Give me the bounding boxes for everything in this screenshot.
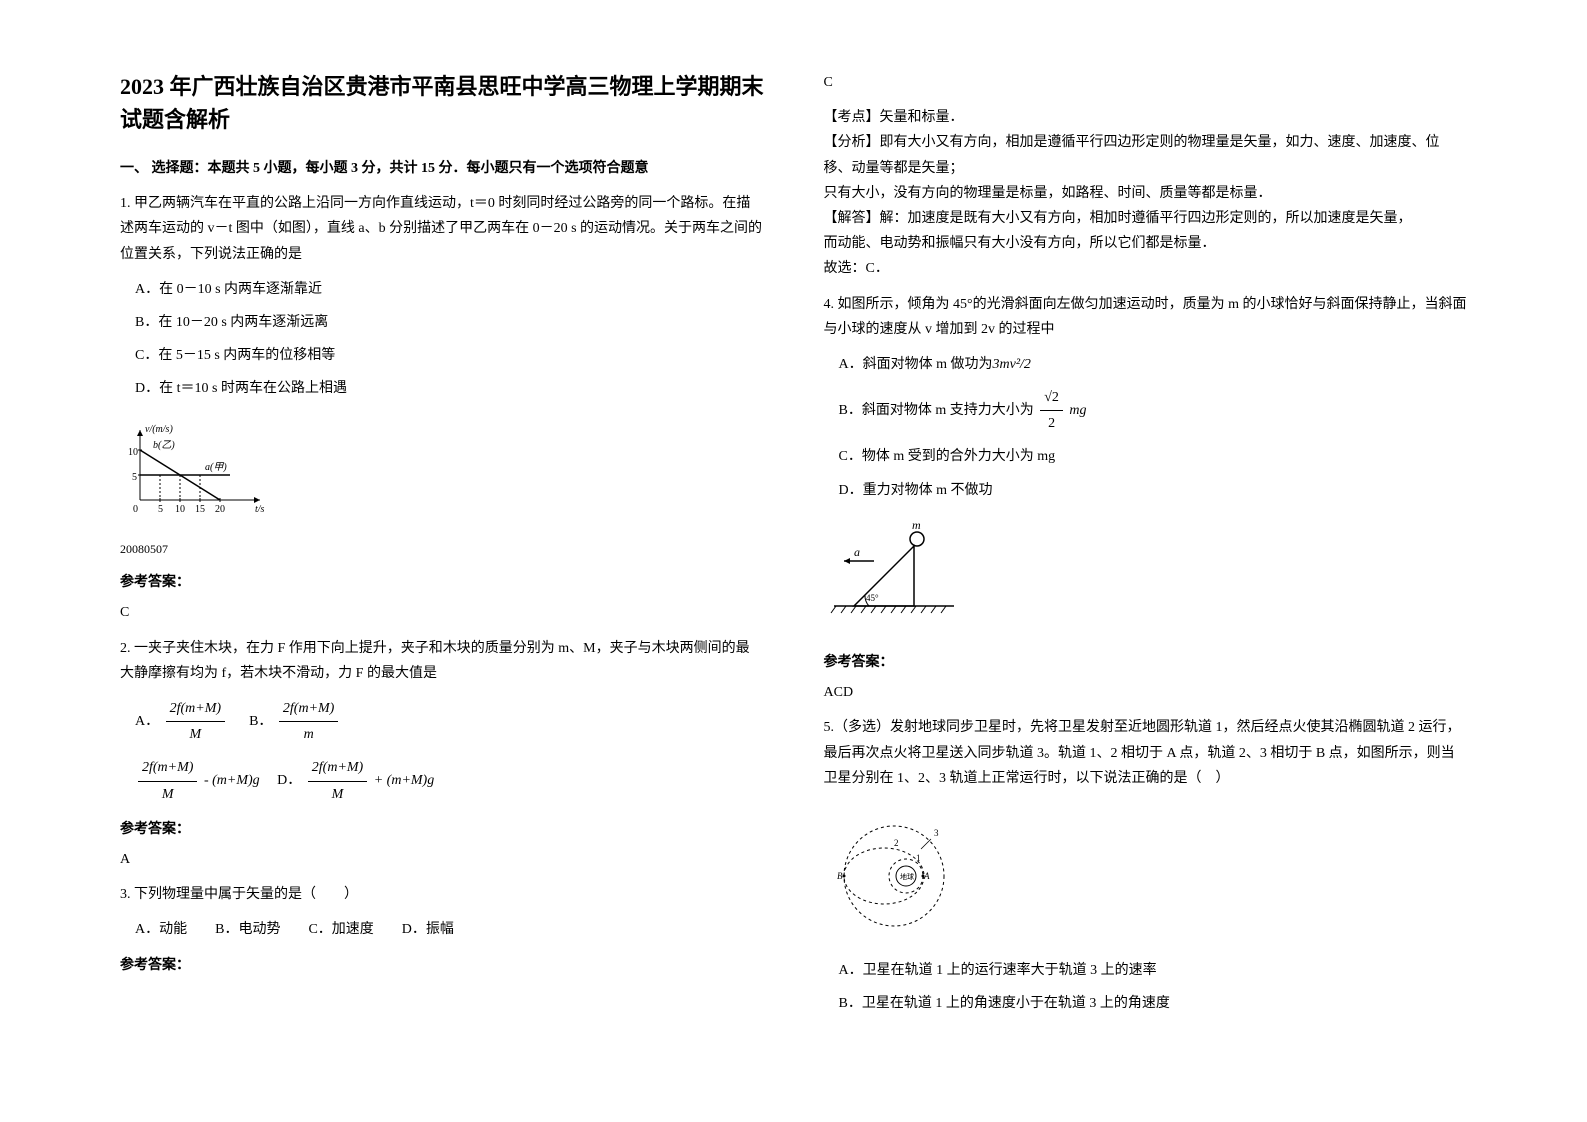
q2-options-ab: A． 2f(m+M)M B． 2f(m+M)m	[135, 696, 764, 747]
q3-answer-label: 参考答案：	[120, 953, 764, 978]
q3-jieda: 【解答】解：加速度是既有大小又有方向，相加时遵循平行四边形定则的，所以加速度是矢…	[824, 206, 1468, 231]
svg-text:10: 10	[128, 447, 138, 458]
section-header: 一、 选择题：本题共 5 小题，每小题 3 分，共计 15 分．每小题只有一个选…	[120, 156, 764, 181]
q1-answer: C	[120, 600, 764, 625]
svg-text:5: 5	[132, 472, 137, 483]
q5-option-a: A．卫星在轨道 1 上的运行速率大于轨道 3 上的速率	[839, 958, 1468, 983]
q4-answer: ACD	[824, 680, 1468, 705]
incline-diagram: m a 45°	[824, 521, 964, 621]
q4-option-b: B．斜面对物体 m 支持力大小为 √22 mg	[839, 385, 1468, 436]
question-5: 5.（多选）发射地球同步卫星时，先将卫星发射至近地圆形轨道 1，然后经点火使其沿…	[824, 715, 1468, 1016]
q3-text: 3. 下列物理量中属于矢量的是（ ）	[120, 882, 764, 907]
question-1: 1. 甲乙两辆汽车在平直的公路上沿同一方向作直线运动，t＝0 时刻同时经过公路旁…	[120, 191, 764, 625]
q1-answer-label: 参考答案：	[120, 570, 764, 595]
q1-option-d: D．在 t＝10 s 时两车在公路上相遇	[135, 376, 764, 401]
q4-option-a: A．斜面对物体 m 做功为3mv²/2	[839, 352, 1468, 377]
svg-text:b(乙): b(乙)	[153, 440, 175, 451]
q2-text: 2. 一夹子夹住木块，在力 F 作用下向上提升，夹子和木块的质量分别为 m、M，…	[120, 636, 764, 686]
q1-option-c: C．在 5－15 s 内两车的位移相等	[135, 343, 764, 368]
q1-option-b: B．在 10－20 s 内两车逐渐远离	[135, 310, 764, 335]
question-3: 3. 下列物理量中属于矢量的是（ ） A．动能 B．电动势 C．加速度 D．振幅…	[120, 882, 764, 978]
q1-text: 1. 甲乙两辆汽车在平直的公路上沿同一方向作直线运动，t＝0 时刻同时经过公路旁…	[120, 191, 764, 267]
q4-text: 4. 如图所示，倾角为 45°的光滑斜面向左做匀加速运动时，质量为 m 的小球恰…	[824, 292, 1468, 342]
q2-answer-label: 参考答案：	[120, 817, 764, 842]
question-2: 2. 一夹子夹住木块，在力 F 作用下向上提升，夹子和木块的质量分别为 m、M，…	[120, 636, 764, 873]
orbit-diagram: 地球 A B 1 2 3	[824, 811, 964, 931]
q3-answer: C	[824, 70, 1468, 95]
q2-options-cd: 2f(m+M)M - (m+M)g D． 2f(m+M)M + (m+M)g	[135, 755, 764, 806]
svg-text:5: 5	[158, 504, 163, 515]
q3-options: A．动能 B．电动势 C．加速度 D．振幅	[135, 917, 764, 942]
q4-option-c: C．物体 m 受到的合外力大小为 mg	[839, 444, 1468, 469]
svg-text:20: 20	[215, 504, 225, 515]
exam-title: 2023 年广西壮族自治区贵港市平南县思旺中学高三物理上学期期末试题含解析	[120, 70, 764, 136]
svg-text:45°: 45°	[866, 593, 879, 603]
svg-text:a: a	[854, 545, 860, 559]
q3-fenxi: 【分析】即有大小又有方向，相加是遵循平行四边形定则的物理量是矢量，如力、速度、加…	[824, 130, 1468, 180]
svg-text:a(甲): a(甲)	[205, 462, 227, 473]
svg-text:0: 0	[133, 504, 138, 515]
svg-text:B: B	[837, 871, 843, 881]
svg-text:10: 10	[175, 504, 185, 515]
q5-text: 5.（多选）发射地球同步卫星时，先将卫星发射至近地圆形轨道 1，然后经点火使其沿…	[824, 715, 1468, 791]
svg-text:1: 1	[916, 853, 921, 863]
svg-text:地球: 地球	[900, 872, 914, 881]
svg-text:3: 3	[934, 828, 939, 838]
q2-answer: A	[120, 847, 764, 872]
svg-text:m: m	[912, 521, 921, 532]
q3-jieda2: 而动能、电动势和振幅只有大小没有方向，所以它们都是标量．	[824, 231, 1468, 256]
q3-jieda3: 故选：C．	[824, 256, 1468, 281]
q3-fenxi2: 只有大小，没有方向的物理量是标量，如路程、时间、质量等都是标量．	[824, 181, 1468, 206]
q4-answer-label: 参考答案：	[824, 650, 1468, 675]
svg-text:15: 15	[195, 504, 205, 515]
q1-option-a: A．在 0－10 s 内两车逐渐靠近	[135, 277, 764, 302]
q5-option-b: B．卫星在轨道 1 上的角速度小于在轨道 3 上的角速度	[839, 991, 1468, 1016]
svg-text:v/(m/s): v/(m/s)	[145, 424, 173, 435]
vt-graph: v/(m/s) t/s 10 5 0 5 10 15 20 a(甲) b(乙)	[120, 420, 270, 520]
q3-kaodian: 【考点】矢量和标量．	[824, 105, 1468, 130]
question-4: 4. 如图所示，倾角为 45°的光滑斜面向左做匀加速运动时，质量为 m 的小球恰…	[824, 292, 1468, 706]
svg-text:t/s: t/s	[255, 504, 265, 515]
svg-text:2: 2	[894, 838, 899, 848]
q4-option-d: D．重力对物体 m 不做功	[839, 478, 1468, 503]
graph-date: 20080507	[120, 539, 764, 561]
